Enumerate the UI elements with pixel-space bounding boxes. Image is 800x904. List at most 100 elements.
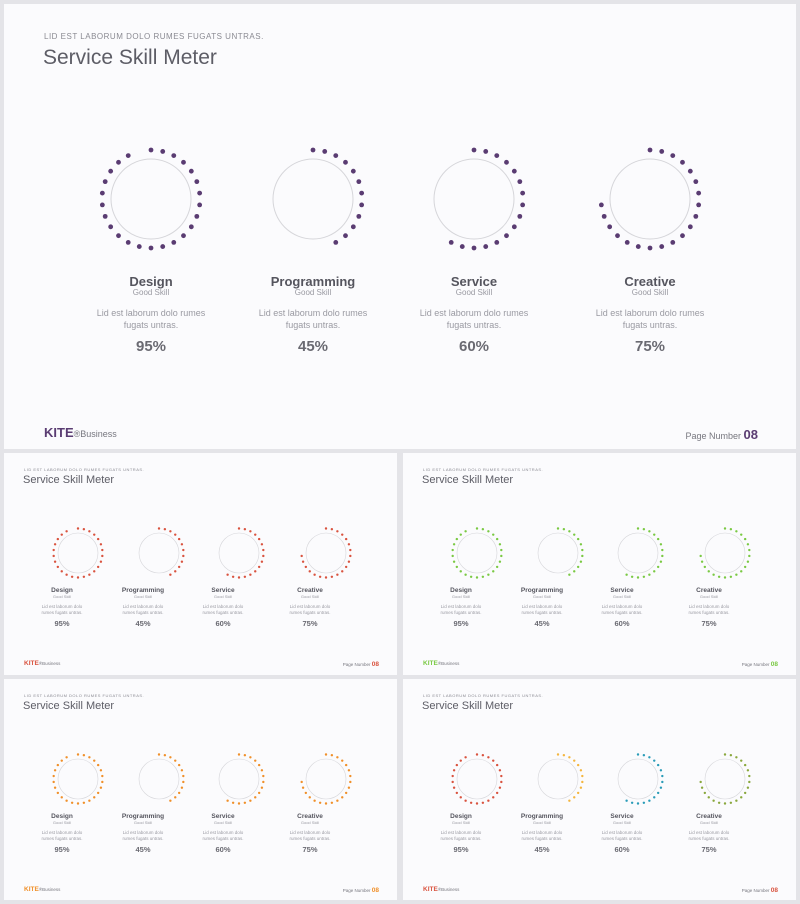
page-number: Page Number 08 bbox=[742, 887, 778, 894]
skill-gauge-creative bbox=[296, 749, 356, 809]
skill-name: Service bbox=[211, 813, 235, 820]
gauge-dot bbox=[324, 527, 328, 530]
gauge-dot bbox=[70, 575, 74, 578]
gauge-dot bbox=[65, 530, 68, 533]
gauge-ring bbox=[617, 532, 659, 574]
gauge-dot bbox=[729, 528, 733, 531]
gauge-dot bbox=[237, 802, 241, 805]
gauge-dot bbox=[607, 224, 613, 230]
gauge-svg bbox=[451, 527, 503, 579]
skill-percent: 95% bbox=[54, 845, 70, 854]
gauge-dot bbox=[88, 573, 91, 576]
gauge-dot bbox=[148, 147, 154, 153]
gauge-dot bbox=[517, 179, 523, 185]
gauge-dot bbox=[324, 802, 328, 805]
gauge-dot bbox=[254, 533, 257, 536]
gauge-dot bbox=[748, 780, 751, 784]
skill-name: Design bbox=[51, 587, 73, 594]
gauge-dot bbox=[171, 239, 177, 245]
gauge-dot bbox=[108, 168, 114, 174]
skill-description: Lid est laborum dolo rumes fugats untras… bbox=[440, 604, 482, 616]
gauge-dot bbox=[300, 554, 303, 558]
brand-logo: KITE®Business bbox=[24, 886, 60, 893]
gauge-ring bbox=[218, 532, 260, 574]
gauge-dot bbox=[500, 780, 503, 784]
gauge-dot bbox=[659, 543, 663, 546]
gauge-dot bbox=[347, 560, 351, 563]
gauge-dot bbox=[455, 763, 459, 767]
skill-gauge-programming bbox=[129, 749, 189, 809]
gauge-dot bbox=[359, 202, 365, 208]
gauge-dot bbox=[498, 543, 502, 546]
gauge-svg bbox=[617, 527, 664, 579]
skill-name: Creative bbox=[696, 587, 722, 594]
gauge-dot bbox=[703, 565, 707, 569]
page-number: Page Number 08 bbox=[742, 661, 778, 668]
gauge-dot bbox=[52, 548, 55, 552]
skill-name: Programming bbox=[520, 587, 564, 594]
gauge-dot bbox=[82, 575, 86, 578]
gauge-dot bbox=[76, 576, 80, 579]
skill-subtitle: Good Skill bbox=[631, 288, 669, 297]
gauge-dot bbox=[349, 554, 352, 558]
skill-gauge-design bbox=[48, 749, 108, 809]
gauge-dot bbox=[500, 554, 503, 558]
skill-subtitle: Good Skill bbox=[294, 288, 332, 297]
gauge-dot bbox=[579, 560, 583, 563]
gauge-dot bbox=[729, 754, 733, 757]
gauge-dot bbox=[625, 799, 628, 802]
gauge-dot bbox=[169, 799, 172, 802]
page-number-value: 08 bbox=[371, 661, 379, 668]
slide-main: LID EST LABORUM DOLO RUMES FUGATS UNTRAS… bbox=[4, 4, 796, 449]
gauge-dot bbox=[700, 786, 704, 789]
skill-name: Programming bbox=[520, 813, 564, 820]
gauge-dot bbox=[330, 575, 334, 578]
page-number-value: 08 bbox=[770, 887, 778, 894]
gauge-dot bbox=[492, 759, 495, 762]
gauge-dot bbox=[487, 756, 490, 759]
skill-subtitle: Good Skill bbox=[699, 820, 719, 825]
gauge-dot bbox=[310, 147, 316, 153]
gauge-dot bbox=[313, 799, 316, 802]
gauge-dot bbox=[88, 530, 91, 533]
gauge-dot bbox=[102, 213, 108, 219]
skill-subtitle: Good Skill bbox=[52, 594, 72, 599]
skill-description: Lid est laborum dolo rumes fugats untras… bbox=[41, 830, 83, 842]
gauge-dot bbox=[642, 754, 646, 757]
gauge-dot bbox=[182, 774, 185, 778]
slide-thumbnail-green: LID EST LABORUM DOLO RUMES FUGATS UNTRAS… bbox=[403, 453, 796, 675]
page-label: Page Number bbox=[741, 662, 770, 667]
slide-title: Service Skill Meter bbox=[23, 474, 115, 486]
gauge-dot bbox=[101, 548, 104, 552]
gauge-dot bbox=[481, 528, 485, 531]
gauge-dot bbox=[257, 565, 261, 569]
skill-description: Lid est laborum dolo rumes fugats untras… bbox=[202, 604, 244, 616]
gauge-dot bbox=[746, 543, 750, 546]
skill-subtitle: Good Skill bbox=[451, 594, 471, 599]
gauge-dot bbox=[483, 244, 489, 249]
gauge-dot bbox=[495, 763, 499, 767]
gauge-dot bbox=[581, 774, 584, 778]
gauge-dot bbox=[52, 774, 55, 778]
skill-percent: 45% bbox=[135, 845, 151, 854]
gauge-dot bbox=[659, 244, 665, 249]
gauge-ring bbox=[218, 758, 260, 800]
gauge-dot bbox=[93, 759, 96, 762]
skill-percent: 75% bbox=[302, 619, 318, 628]
gauge-dot bbox=[116, 233, 121, 239]
gauge-dot bbox=[88, 799, 91, 802]
gauge-dot bbox=[740, 533, 743, 536]
gauge-dot bbox=[226, 799, 229, 802]
gauge-dot bbox=[322, 149, 328, 154]
gauge-dot bbox=[88, 756, 91, 759]
gauge-dot bbox=[576, 791, 580, 795]
skill-subtitle: Good Skill bbox=[133, 820, 153, 825]
gauge-dot bbox=[347, 786, 351, 789]
gauge-dot bbox=[231, 575, 235, 578]
gauge-dot bbox=[661, 780, 664, 784]
skill-description: Lid est laborum dolo rumes fugats untras… bbox=[595, 308, 705, 331]
gauge-dot bbox=[500, 774, 503, 778]
gauge-dot bbox=[194, 179, 200, 185]
gauge-dot bbox=[243, 575, 247, 578]
page-number: Page Number 08 bbox=[343, 661, 379, 668]
